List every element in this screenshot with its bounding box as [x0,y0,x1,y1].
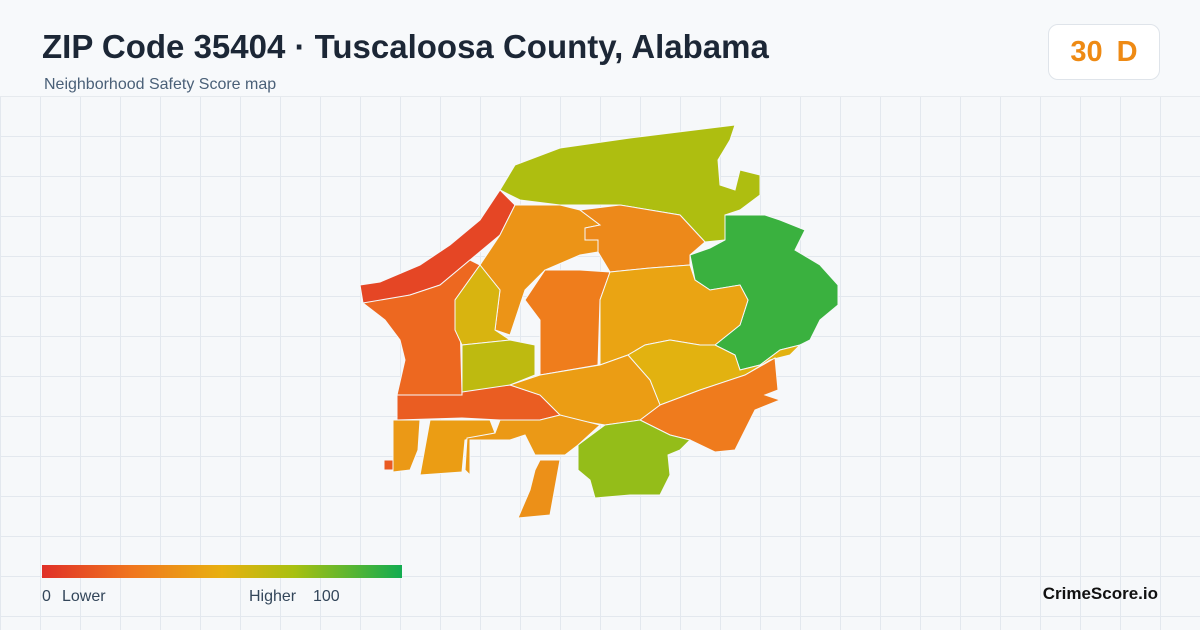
legend-max: 100 [313,588,340,605]
region [419,419,496,476]
region [508,354,661,426]
score-badge: 30 D [1048,24,1160,80]
header: ZIP Code 35404 · Tuscaloosa County, Alab… [0,0,1200,97]
legend-high-label: Higher [249,588,297,605]
region [464,414,602,477]
legend-min: 0 [42,588,51,605]
region [461,339,536,393]
region [577,419,691,499]
region [383,459,394,471]
subtitle: Neighborhood Safety Score map [44,76,277,93]
brand: CrimeScore.io [1042,584,1158,603]
legend-gradient [42,565,402,578]
score: 30 [1070,35,1103,68]
region [392,419,421,473]
grade: D [1116,35,1138,68]
title: ZIP Code 35404 · Tuscaloosa County, Alab… [42,28,769,65]
region [517,459,561,519]
legend-low-label: Lower [62,588,106,605]
region [524,269,611,376]
